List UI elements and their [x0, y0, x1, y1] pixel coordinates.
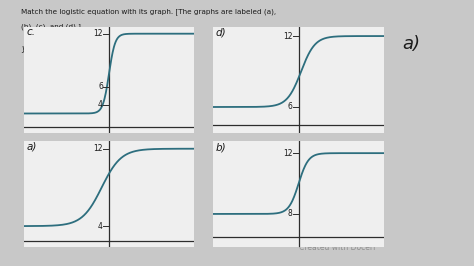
- Text: a): a): [26, 142, 36, 152]
- Text: 8: 8: [288, 209, 292, 218]
- Text: Created with Doceri: Created with Doceri: [299, 243, 375, 252]
- Text: Match the logistic equation with its graph. [The graphs are labeled (a),: Match the logistic equation with its gra…: [21, 8, 276, 15]
- Text: 4: 4: [98, 100, 103, 109]
- Text: d): d): [216, 28, 227, 38]
- Text: 12: 12: [283, 32, 292, 40]
- Text: 12: 12: [283, 149, 292, 158]
- Text: 4: 4: [98, 222, 103, 231]
- Text: 6: 6: [288, 102, 292, 111]
- Text: $y = \dfrac{12}{1+3e^{-t}}$: $y = \dfrac{12}{1+3e^{-t}}$: [21, 39, 70, 61]
- Text: 12: 12: [93, 144, 103, 153]
- Text: (b), (c), and (d).]: (b), (c), and (d).]: [21, 23, 81, 30]
- Text: 6: 6: [98, 82, 103, 92]
- Text: 12: 12: [93, 29, 103, 38]
- Text: a): a): [402, 35, 420, 53]
- Text: b): b): [216, 143, 227, 152]
- Text: c.: c.: [26, 27, 35, 38]
